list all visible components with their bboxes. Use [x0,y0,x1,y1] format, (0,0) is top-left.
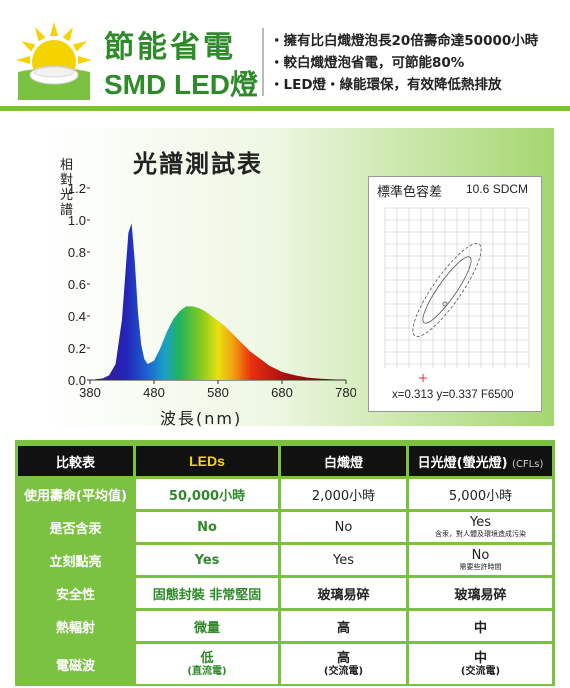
x-tick-label: 780 [335,385,356,400]
y-tick-label: 0.8 [68,245,86,260]
row-label: 立刻點亮 [18,545,136,575]
table-row: 使用壽命(平均值) 50,000小時 2,000小時 5,000小時 [18,479,552,509]
incandescent-cell: No [281,512,409,542]
incandescent-cell: 2,000小時 [281,479,409,509]
spectrum-x-label: 波長(nm) [160,409,243,428]
header-cell: 比較表 [18,446,136,476]
cfl-cell: 中 (交流電) [409,644,552,684]
cfl-note: 含汞，對人體及環境造成污染 [435,530,526,538]
incandescent-cell: 高 [281,611,409,641]
page-subtitle: SMD LED燈 [104,69,259,100]
header-cell-cfl: 日光燈(螢光燈) (CFLs) [409,446,552,476]
led-cell: 低 (直流電) [136,644,281,684]
cie-coordinates: x=0.313 y=0.337 F6500 [392,389,514,401]
y-tick-label: 0.0 [68,373,86,388]
incandescent-cell: 玻璃易碎 [281,578,409,608]
y-tick-label: 0.2 [68,341,86,356]
incandescent-cell: 高 (交流電) [281,644,409,684]
y-tick-label: 1.2 [68,181,86,196]
led-cell: 微量 [136,611,281,641]
led-cell: Yes [136,545,281,575]
spectrum-title: 光譜測試表 [133,150,263,178]
spectrum-chart: 380 480 580 680 780 0.0 0.2 0.4 0.6 0.8 1.0 1.2 [68,181,356,400]
spectrum-area [90,223,346,380]
row-label: 是否含汞 [18,512,136,542]
table-row: 熱輻射 微量 高 中 [18,611,552,641]
cie-center-point [442,301,448,307]
header-cell-leds: LEDs [136,446,281,476]
cfl-cell: 5,000小時 [409,479,552,509]
incandescent-cell: Yes [281,545,409,575]
led-cell: 50,000小時 [136,479,281,509]
feature-item: LED燈・綠能環保，有效降低熱排放 [270,74,538,96]
header-rule [0,106,570,111]
row-label: 使用壽命(平均值) [18,479,136,509]
cfl-note: 需要些許時間 [459,563,502,571]
feature-item: 較白熾燈泡省電，可節能80% [270,52,538,74]
x-tick-label: 680 [271,385,293,400]
x-tick-label: 580 [207,385,229,400]
page-title: 節能省電 [104,30,236,65]
comparison-table: 比較表 LEDs 白熾燈 日光燈(螢光燈) (CFLs) 使用壽命(平均值) 5… [15,440,555,686]
y-tick-label: 1.0 [68,213,86,228]
row-label: 電磁波 [18,644,136,684]
y-tick-label: 0.6 [68,277,86,292]
cfl-cell: 中 [409,611,552,641]
x-tick-label: 480 [143,385,165,400]
x-tick-label: 380 [79,385,101,400]
y-tick-label: 0.4 [68,309,86,324]
table-row: 是否含汞 No No Yes 含汞，對人體及環境造成污染 [18,512,552,542]
row-label: 熱輻射 [18,611,136,641]
feature-list: 擁有比白熾燈泡長20倍壽命達50000小時 較白熾燈泡省電，可節能80% LED… [270,30,539,96]
header-banner: 節能省電 SMD LED燈 擁有比白熾燈泡長20倍壽命達50000小時 較白熾燈… [0,0,570,112]
cfl-cell: 玻璃易碎 [409,578,552,608]
header-cell-incandescent: 白熾燈 [281,446,409,476]
table-row: 立刻點亮 Yes Yes No 需要些許時間 [18,545,552,575]
table-row: 電磁波 低 (直流電) 高 (交流電) 中 (交流電) [18,644,552,684]
feature-item: 擁有比白熾燈泡長20倍壽命達50000小時 [270,30,539,52]
header-divider [262,28,264,96]
led-cell: 固態封裝 非常堅固 [136,578,281,608]
cfl-cell: No 需要些許時間 [409,545,552,575]
spectrum-y-label: 相對光譜 [60,158,74,218]
cie-label: 標準色容差 [377,185,443,200]
cie-value: 10.6 SDCM [466,182,529,196]
cie-ellipse-inner [422,256,472,324]
led-cell: No [136,512,281,542]
cfl-cell: Yes 含汞，對人體及環境造成污染 [409,512,552,542]
row-label: 安全性 [18,578,136,608]
sun-lamp-logo-icon [16,22,92,100]
table-row: 安全性 固態封裝 非常堅固 玻璃易碎 玻璃易碎 [18,578,552,608]
cie-ellipse-chart [384,207,530,382]
table-header-row: 比較表 LEDs 白熾燈 日光燈(螢光燈) (CFLs) [18,446,552,476]
